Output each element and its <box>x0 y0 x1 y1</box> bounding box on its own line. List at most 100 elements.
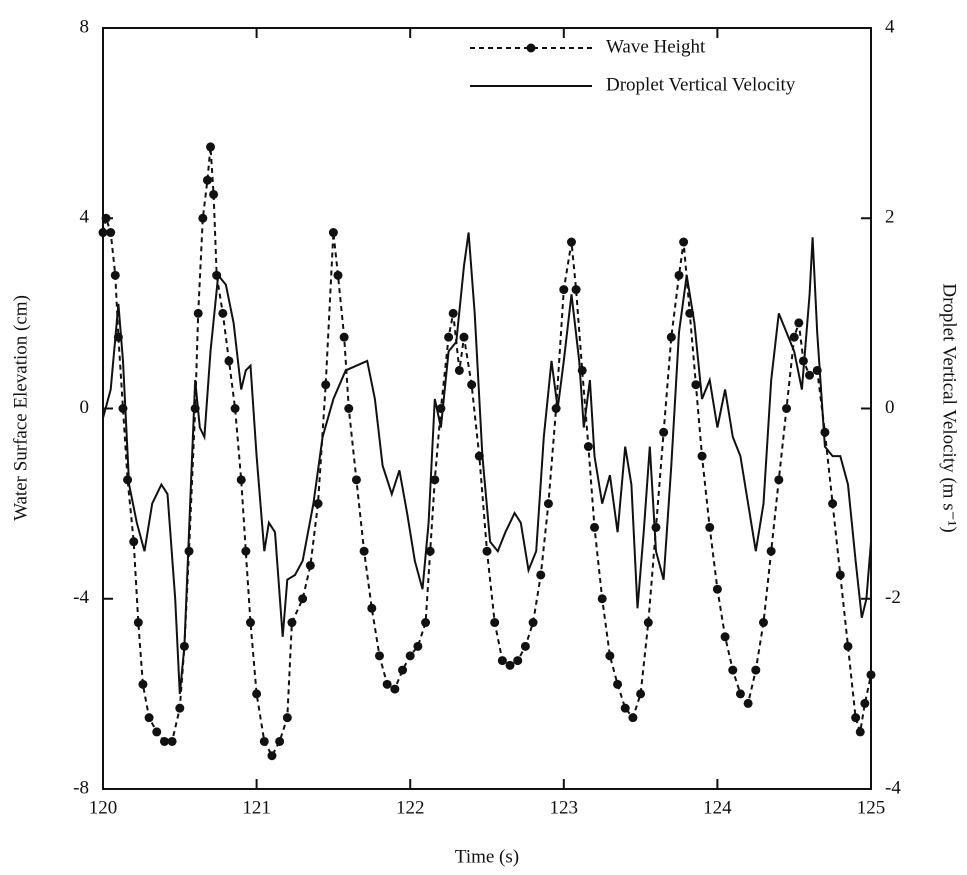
y2-tick-label: 2 <box>885 207 895 228</box>
legend-marker <box>526 43 536 53</box>
y-axis-label: Water Surface Elevation (cm) <box>10 295 31 521</box>
data-point <box>241 546 251 556</box>
y2-tick-label: 4 <box>885 16 895 37</box>
data-point <box>152 727 162 737</box>
data-point <box>175 703 185 713</box>
data-point <box>382 679 392 689</box>
data-point <box>305 560 315 570</box>
data-point <box>224 356 234 366</box>
data-point <box>206 142 216 152</box>
data-point <box>467 380 477 390</box>
data-point <box>628 713 638 723</box>
data-point <box>643 618 653 628</box>
data-point <box>497 656 507 666</box>
x-tick-label: 121 <box>242 797 271 818</box>
data-point <box>743 698 753 708</box>
data-point <box>236 475 246 485</box>
data-point <box>425 546 435 556</box>
y2-axis-label: Droplet Vertical Velocity (m s⁻¹) <box>939 283 960 532</box>
data-point <box>805 370 815 380</box>
data-point <box>590 522 600 532</box>
y-tick-label: 4 <box>80 207 90 228</box>
data-point <box>566 237 576 247</box>
data-point <box>597 594 607 604</box>
data-point <box>636 689 646 699</box>
data-point <box>613 679 623 689</box>
data-point <box>351 475 361 485</box>
data-point <box>505 660 515 670</box>
data-point <box>198 213 208 223</box>
data-point <box>230 404 240 413</box>
data-point <box>559 285 569 295</box>
data-point <box>482 546 492 556</box>
data-point <box>735 689 745 699</box>
x-axis-label: Time (s) <box>455 846 519 867</box>
y2-tick-label: -4 <box>885 777 901 798</box>
data-point <box>855 727 865 737</box>
data-point <box>691 380 701 390</box>
data-point <box>866 670 876 680</box>
data-point <box>328 228 338 238</box>
data-point <box>339 332 349 342</box>
data-point <box>543 499 553 509</box>
data-point <box>490 618 500 628</box>
data-point <box>313 499 323 509</box>
data-point <box>421 618 431 628</box>
y-tick-label: 8 <box>80 16 90 37</box>
y2-tick-label: 0 <box>885 397 895 418</box>
data-point <box>405 651 415 661</box>
data-point <box>659 427 669 437</box>
data-point <box>282 713 292 723</box>
data-point <box>605 651 615 661</box>
data-point <box>367 603 377 613</box>
data-point <box>679 237 689 247</box>
legend-label: Wave Height <box>606 36 706 57</box>
data-point <box>430 475 440 485</box>
data-point <box>459 332 469 342</box>
y-tick-label: 0 <box>80 397 90 418</box>
data-point <box>359 546 369 556</box>
data-point <box>123 475 133 485</box>
data-point <box>712 584 722 594</box>
data-point <box>413 641 423 651</box>
data-point <box>110 270 120 280</box>
data-point <box>766 546 776 556</box>
x-tick-label: 125 <box>857 797 886 818</box>
data-point <box>728 665 738 675</box>
data-point <box>513 656 523 666</box>
data-point <box>287 618 297 628</box>
data-point <box>209 189 219 199</box>
data-point <box>520 641 530 651</box>
data-point <box>828 499 838 509</box>
data-point <box>536 570 546 580</box>
y2-tick-label: -2 <box>885 587 901 608</box>
legend-label: Droplet Vertical Velocity <box>606 74 796 95</box>
data-point <box>106 228 116 238</box>
data-point <box>674 270 684 280</box>
data-point <box>101 213 111 223</box>
data-point <box>720 632 730 642</box>
data-point <box>620 703 630 713</box>
data-point <box>138 679 148 689</box>
data-point <box>794 318 804 328</box>
series-line <box>102 232 872 694</box>
data-point <box>774 475 784 485</box>
data-point <box>843 641 853 651</box>
data-point <box>333 270 343 280</box>
data-point <box>298 594 308 604</box>
data-point <box>98 228 108 238</box>
data-point <box>758 618 768 628</box>
data-point <box>835 570 845 580</box>
data-point <box>321 380 331 390</box>
data-point <box>448 308 458 318</box>
data-point <box>144 713 154 723</box>
data-point <box>789 332 799 342</box>
data-point <box>245 618 255 628</box>
data-point <box>705 522 715 532</box>
x-tick-label: 124 <box>703 797 732 818</box>
data-point <box>751 665 761 675</box>
data-point <box>782 404 792 413</box>
data-point <box>202 175 212 185</box>
data-point <box>851 713 861 723</box>
